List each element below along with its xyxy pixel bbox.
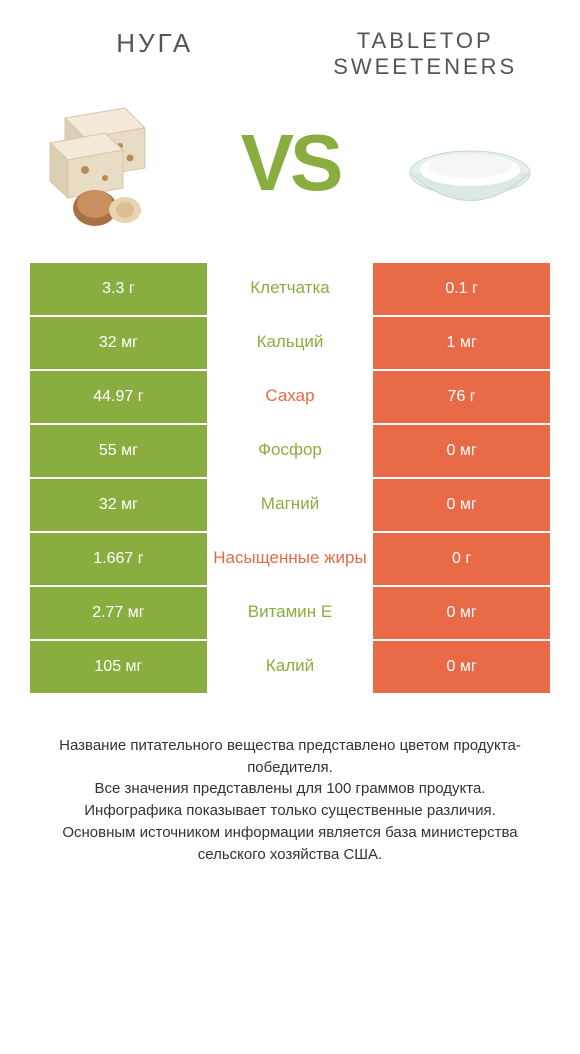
- value-right: 0 г: [373, 533, 550, 585]
- footer-line: Инфографика показывает только существенн…: [40, 800, 540, 822]
- infographic-container: НУГА TABLETOP SWEETENERS: [0, 0, 580, 885]
- header-row: НУГА TABLETOP SWEETENERS: [30, 28, 550, 81]
- table-row: 32 мгКальций1 мг: [30, 317, 550, 371]
- table-row: 105 мгКалий0 мг: [30, 641, 550, 695]
- table-row: 1.667 гНасыщенные жиры0 г: [30, 533, 550, 587]
- value-left: 105 мг: [30, 641, 207, 693]
- footer-line: Основным источником информации является …: [40, 822, 540, 866]
- product-title-left: НУГА: [30, 28, 280, 59]
- nutrient-label: Кальций: [207, 317, 373, 369]
- table-row: 3.3 гКлетчатка0.1 г: [30, 263, 550, 317]
- nutrient-label: Насыщенные жиры: [207, 533, 373, 585]
- value-right: 0 мг: [373, 641, 550, 693]
- vs-label: VS: [241, 117, 340, 209]
- nougat-icon: [35, 98, 185, 228]
- table-row: 55 мгФосфор0 мг: [30, 425, 550, 479]
- footer-line: Название питательного вещества представл…: [40, 735, 540, 779]
- footer-line: Все значения представлены для 100 граммо…: [40, 778, 540, 800]
- table-row: 44.97 гСахар76 г: [30, 371, 550, 425]
- product-image-left: [30, 93, 190, 233]
- nutrient-label: Фосфор: [207, 425, 373, 477]
- nutrient-label: Витамин E: [207, 587, 373, 639]
- sweetener-bowl-icon: [395, 98, 545, 228]
- value-left: 55 мг: [30, 425, 207, 477]
- nutrient-label: Сахар: [207, 371, 373, 423]
- product-title-right: TABLETOP SWEETENERS: [300, 28, 550, 81]
- value-left: 32 мг: [30, 479, 207, 531]
- footer-notes: Название питательного вещества представл…: [30, 735, 550, 866]
- value-right: 1 мг: [373, 317, 550, 369]
- value-left: 2.77 мг: [30, 587, 207, 639]
- comparison-table: 3.3 гКлетчатка0.1 г32 мгКальций1 мг44.97…: [30, 263, 550, 695]
- value-right: 0 мг: [373, 587, 550, 639]
- table-row: 2.77 мгВитамин E0 мг: [30, 587, 550, 641]
- product-image-right: [390, 93, 550, 233]
- value-left: 3.3 г: [30, 263, 207, 315]
- nutrient-label: Клетчатка: [207, 263, 373, 315]
- value-right: 76 г: [373, 371, 550, 423]
- nutrient-label: Магний: [207, 479, 373, 531]
- value-right: 0 мг: [373, 425, 550, 477]
- value-right: 0.1 г: [373, 263, 550, 315]
- nutrient-label: Калий: [207, 641, 373, 693]
- value-left: 1.667 г: [30, 533, 207, 585]
- value-right: 0 мг: [373, 479, 550, 531]
- table-row: 32 мгМагний0 мг: [30, 479, 550, 533]
- value-left: 44.97 г: [30, 371, 207, 423]
- images-row: VS: [30, 93, 550, 233]
- value-left: 32 мг: [30, 317, 207, 369]
